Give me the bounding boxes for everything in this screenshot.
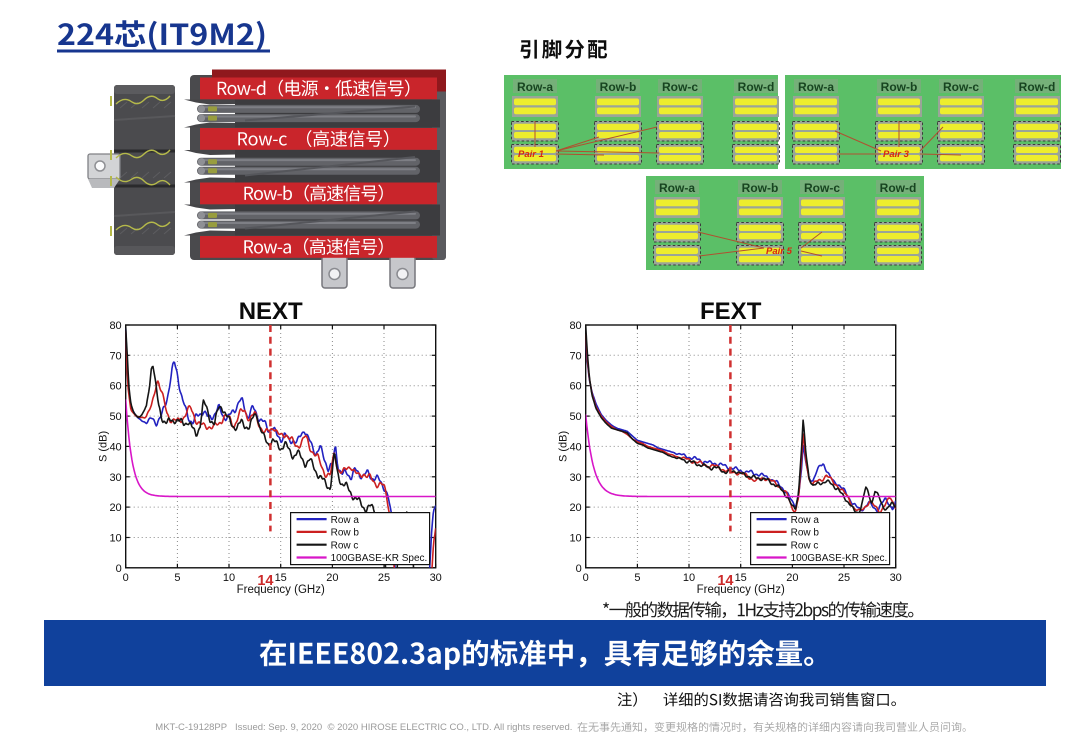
svg-text:14: 14 — [717, 573, 733, 589]
svg-text:0: 0 — [576, 563, 582, 575]
svg-text:Frequency (GHz): Frequency (GHz) — [697, 584, 785, 596]
svg-text:20: 20 — [569, 502, 581, 514]
svg-text:25: 25 — [378, 572, 390, 584]
svg-text:20: 20 — [786, 572, 798, 584]
svg-text:10: 10 — [109, 533, 121, 545]
svg-text:10: 10 — [683, 572, 695, 584]
svg-text:S (dB): S (dB) — [98, 431, 110, 462]
svg-text:10: 10 — [569, 533, 581, 545]
svg-text:60: 60 — [109, 381, 121, 393]
svg-text:30: 30 — [569, 472, 581, 484]
svg-text:Row-a: Row-a — [659, 181, 695, 195]
svg-text:Row b: Row b — [331, 528, 360, 539]
svg-text:Row-c: Row-c — [943, 80, 979, 94]
svg-text:60: 60 — [569, 381, 581, 393]
svg-text:14: 14 — [257, 573, 273, 589]
svg-text:80: 80 — [569, 320, 581, 332]
svg-text:Row-d: Row-d — [1019, 80, 1056, 94]
svg-text:Frequency (GHz): Frequency (GHz) — [237, 584, 325, 596]
svg-text:10: 10 — [223, 572, 235, 584]
svg-text:Row-b: Row-b — [881, 80, 918, 94]
svg-text:40: 40 — [569, 441, 581, 453]
svg-text:15: 15 — [735, 572, 747, 584]
svg-text:5: 5 — [634, 572, 640, 584]
svg-text:Row-a: Row-a — [517, 80, 553, 94]
svg-text:Row a: Row a — [791, 515, 820, 526]
svg-text:80: 80 — [109, 320, 121, 332]
svg-text:Row-b: Row-b — [742, 181, 779, 195]
svg-text:0: 0 — [123, 572, 129, 584]
svg-text:Row-d: Row-d — [880, 181, 917, 195]
svg-text:20: 20 — [109, 502, 121, 514]
svg-text:Row a: Row a — [331, 515, 360, 526]
svg-text:Pair 3: Pair 3 — [883, 149, 910, 160]
svg-text:30: 30 — [430, 572, 442, 584]
svg-text:Row c: Row c — [791, 540, 819, 551]
svg-text:100GBASE-KR Spec.: 100GBASE-KR Spec. — [791, 553, 888, 564]
svg-text:Row-c: Row-c — [662, 80, 698, 94]
svg-text:0: 0 — [583, 572, 589, 584]
svg-text:Row b: Row b — [791, 528, 820, 539]
svg-text:S (dB): S (dB) — [558, 431, 570, 462]
svg-text:NEXT: NEXT — [239, 298, 303, 325]
svg-text:Row-d: Row-d — [738, 80, 775, 94]
svg-text:Pair 5: Pair 5 — [766, 246, 793, 257]
svg-text:20: 20 — [326, 572, 338, 584]
svg-text:Row-b: Row-b — [600, 80, 637, 94]
svg-text:30: 30 — [109, 472, 121, 484]
svg-text:70: 70 — [569, 350, 581, 362]
svg-text:15: 15 — [275, 572, 287, 584]
svg-text:Row-a: Row-a — [798, 80, 834, 94]
svg-text:Row c: Row c — [331, 540, 359, 551]
svg-text:25: 25 — [838, 572, 850, 584]
svg-text:Row-c: Row-c — [804, 181, 840, 195]
svg-text:50: 50 — [569, 411, 581, 423]
svg-text:FEXT: FEXT — [700, 298, 762, 325]
svg-text:Pair 1: Pair 1 — [518, 149, 544, 160]
svg-text:5: 5 — [174, 572, 180, 584]
svg-text:30: 30 — [890, 572, 902, 584]
svg-text:0: 0 — [116, 563, 122, 575]
svg-text:50: 50 — [109, 411, 121, 423]
svg-text:100GBASE-KR Spec.: 100GBASE-KR Spec. — [331, 553, 428, 564]
svg-text:70: 70 — [109, 350, 121, 362]
svg-text:40: 40 — [109, 441, 121, 453]
